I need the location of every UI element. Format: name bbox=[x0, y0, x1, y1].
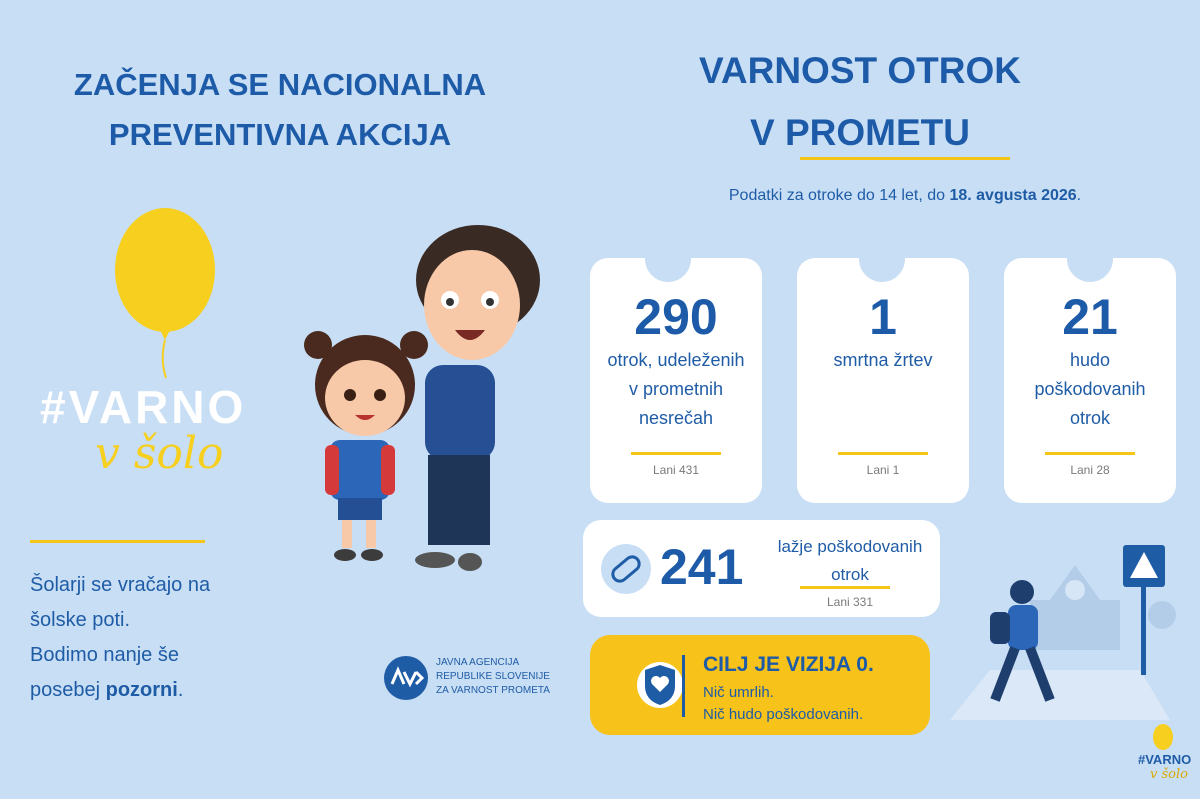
right-title: VARNOST OTROK V PROMETU bbox=[640, 40, 1080, 164]
icon-circle bbox=[859, 236, 905, 282]
body-line: posebej pozorni. bbox=[30, 673, 210, 708]
wide-label: lažje poškodovanih otrok bbox=[765, 533, 935, 589]
title-line: PREVENTIVNA AKCIJA bbox=[108, 117, 452, 152]
agency-name: JAVNA AGENCIJA REPUBLIKE SLOVENIJE ZA VA… bbox=[436, 656, 550, 698]
balloon-knot bbox=[160, 330, 170, 340]
subtitle: Podatki za otroke do 14 let, do 18. avgu… bbox=[600, 187, 1200, 205]
wide-previous: Lani 331 bbox=[826, 595, 874, 609]
girl bbox=[304, 331, 428, 561]
left-body: Šolarji se vračajo na šolske poti. Bodim… bbox=[30, 568, 210, 708]
stat-previous: Lani 431 bbox=[652, 463, 700, 477]
stat-card: 290 otrok, udeleženih v prometnih nesrečah… bbox=[590, 258, 762, 503]
agency-line: REPUBLIKE SLOVENIJE bbox=[436, 671, 550, 682]
stat-number: 1 bbox=[869, 289, 897, 345]
label-line: otrok bbox=[1069, 408, 1111, 428]
stat-label: otrok, udeleženih v prometnih nesrečah bbox=[590, 346, 762, 444]
label-line: nesrečah bbox=[638, 408, 714, 428]
body-text: posebej bbox=[30, 679, 101, 701]
wide-number: 241 bbox=[660, 539, 744, 595]
label-line: smrtna žrtev bbox=[833, 350, 933, 370]
corner-logo-tagline: v šolo bbox=[1150, 767, 1188, 782]
shield-icon bbox=[645, 665, 675, 705]
school-scene bbox=[950, 545, 1176, 720]
agency-line: ZA VARNOST PROMETA bbox=[436, 685, 550, 696]
logo-tagline: v šolo bbox=[95, 428, 224, 479]
subtitle-bold: 18. avgusta 2026 bbox=[949, 187, 1077, 204]
icon-circle bbox=[1067, 236, 1113, 282]
title-underline bbox=[800, 157, 1010, 160]
subtitle-text: Podatki za otroke do 14 let, do bbox=[728, 187, 946, 204]
vision-line: Nič umrlih. bbox=[703, 684, 774, 701]
balloon-string bbox=[161, 339, 167, 379]
label-line: poškodovanih bbox=[1034, 379, 1146, 399]
body-line: Šolarji se vračajo na bbox=[30, 574, 211, 596]
title-line: VARNOST OTROK bbox=[698, 50, 1022, 91]
label-line: otrok, udeleženih bbox=[607, 350, 745, 370]
vision-line: Nič hudo poškodovanih. bbox=[703, 706, 864, 723]
card-underline bbox=[1045, 452, 1135, 455]
label-line: hudo bbox=[1069, 350, 1111, 370]
title-line: ZAČENJA SE NACIONALNA bbox=[73, 67, 487, 102]
corner-balloon bbox=[1153, 724, 1173, 750]
vision-title: CILJ JE VIZIJA 0. bbox=[703, 653, 874, 676]
corner-logo-hashtag: #VARNO bbox=[1138, 752, 1192, 767]
body-bold: pozorni bbox=[105, 679, 178, 701]
body-text: . bbox=[177, 679, 184, 701]
label-line: lažje poškodovanih bbox=[777, 537, 923, 556]
card-underline bbox=[631, 452, 721, 455]
stat-previous: Lani 1 bbox=[866, 463, 900, 477]
stat-number: 21 bbox=[1062, 289, 1118, 345]
card-underline bbox=[800, 586, 890, 589]
body-line: Bodimo nanje še bbox=[30, 644, 179, 666]
icon-circle bbox=[645, 236, 691, 282]
stat-card: 21 hudo poškodovanih otrok Lani 28 bbox=[1004, 258, 1176, 503]
label-line: v prometnih bbox=[628, 379, 724, 399]
vision-divider bbox=[682, 655, 685, 717]
left-title: ZAČENJA SE NACIONALNA PREVENTIVNA AKCIJA bbox=[20, 60, 540, 160]
balloon bbox=[115, 208, 215, 332]
stat-previous: Lani 28 bbox=[1070, 463, 1110, 477]
subtitle-text: . bbox=[1076, 187, 1082, 204]
stat-label: smrtna žrtev bbox=[797, 346, 969, 444]
agency-line: JAVNA AGENCIJA bbox=[436, 657, 520, 668]
vision-lines: Nič umrlih. Nič hudo poškodovanih. bbox=[703, 682, 863, 726]
stat-card: 1 smrtna žrtev Lani 1 bbox=[797, 258, 969, 503]
stat-label: hudo poškodovanih otrok bbox=[1004, 346, 1176, 444]
bandage-icon bbox=[611, 555, 641, 583]
stat-number: 290 bbox=[634, 289, 718, 345]
title-line: V PROMETU bbox=[750, 112, 970, 153]
icon-circle bbox=[601, 544, 651, 594]
label-line: otrok bbox=[831, 565, 869, 584]
agency-logo-mark bbox=[390, 666, 425, 688]
logo-hashtag: #VARNO bbox=[40, 381, 247, 433]
divider bbox=[30, 540, 205, 543]
card-underline bbox=[838, 452, 928, 455]
body-line: šolske poti. bbox=[30, 609, 131, 631]
boy bbox=[415, 225, 540, 571]
